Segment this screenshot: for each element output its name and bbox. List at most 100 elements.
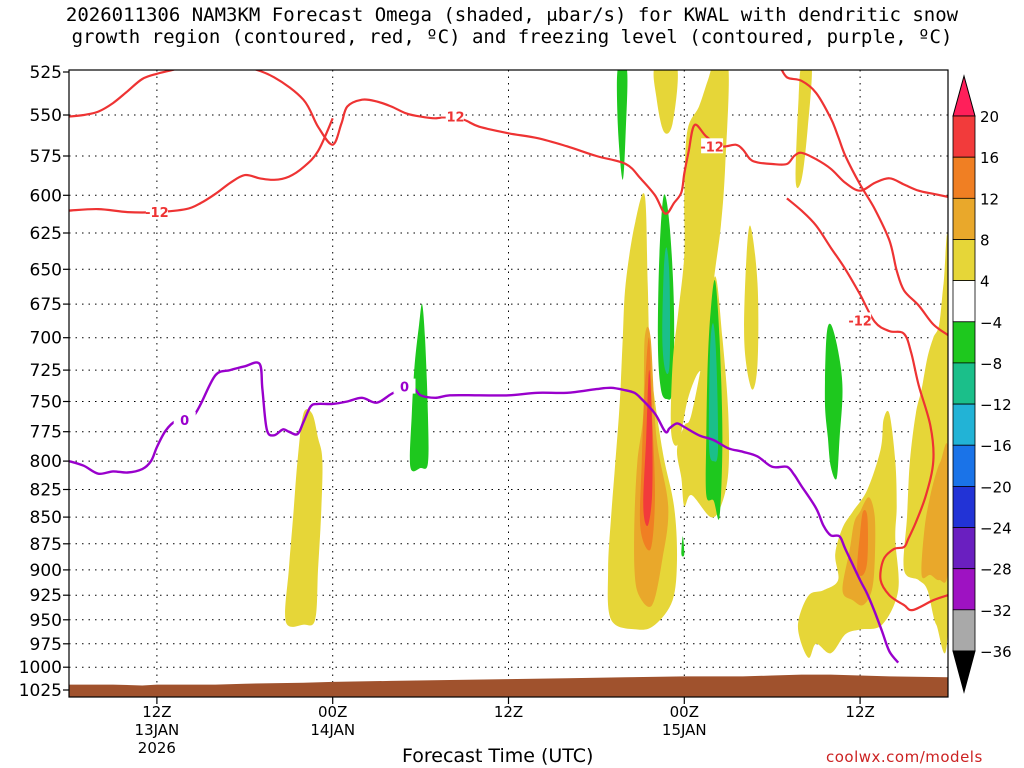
credit-text: coolwx.com/models <box>826 748 983 766</box>
colorbar-band-0 <box>952 115 976 158</box>
omega-region-13 <box>708 323 719 462</box>
colorbar-label-12: −32 <box>980 602 1012 620</box>
y-tick-label-1025: 1025 <box>19 681 62 701</box>
colorbar-band-10 <box>952 527 976 570</box>
dendritic-label-1-bg <box>441 108 464 124</box>
y-tick-label-825: 825 <box>30 481 62 501</box>
omega-region-18 <box>797 410 899 658</box>
colorbar-label-8: −16 <box>980 437 1012 455</box>
y-tick-label-600: 600 <box>30 186 62 206</box>
y-tick-label-950: 950 <box>30 611 62 631</box>
colorbar-label-13: −36 <box>980 643 1012 661</box>
colorbar-label-7: −12 <box>980 396 1012 414</box>
y-tick-label-650: 650 <box>30 260 62 280</box>
y-tick-label-775: 775 <box>30 423 62 443</box>
colorbar-label-2: 12 <box>980 190 999 208</box>
colorbar: 20 16 12 8 4 −4 −8 −12 −16 −20 −24 −28 −32 −36 <box>952 74 1012 694</box>
omega-region-8 <box>616 70 628 180</box>
omega-region-14 <box>681 536 685 557</box>
y-tick-label-575: 575 <box>30 147 62 167</box>
colorbar-label-4: 4 <box>980 273 990 291</box>
y-tick-label-750: 750 <box>30 393 62 413</box>
dendritic-lower-right-line <box>786 197 948 612</box>
colorbar-band-1 <box>952 156 976 199</box>
omega-region-1 <box>409 303 429 472</box>
omega-region-15 <box>744 225 759 390</box>
colorbar-top-arrow <box>952 74 976 117</box>
x-tick-label: 00Z <box>318 703 347 721</box>
dendritic-label-3-bg <box>701 138 724 154</box>
y-tick-label-900: 900 <box>30 561 62 581</box>
colorbar-label-5: −4 <box>980 314 1002 332</box>
colorbar-bottom-arrow <box>952 650 976 694</box>
y-tick-label-800: 800 <box>30 452 62 472</box>
freezing-label-1-bg <box>173 411 196 427</box>
omega-region-17 <box>824 323 843 480</box>
dendritic-upper-line <box>69 70 948 215</box>
title-line-1: 2026011306 NAM3KM Forecast Omega (shaded… <box>65 4 959 26</box>
omega-region-16 <box>795 70 812 188</box>
y-tick-label-925: 925 <box>30 586 62 606</box>
dendritic-label-4: -12 <box>848 314 872 329</box>
dendritic-lower-line <box>69 117 334 214</box>
dendritic-label-2-bg <box>145 204 168 220</box>
y-tick-label-550: 550 <box>30 106 62 126</box>
colorbar-band-8 <box>952 444 976 487</box>
omega-region-7 <box>662 247 671 375</box>
colorbar-label-3: 8 <box>980 232 990 250</box>
freezing-level-line <box>69 361 900 664</box>
y-tick-label-725: 725 <box>30 361 62 381</box>
y-axis: 525 550 575 600 625 650 675 700 725 750 775 800 825 8… <box>19 63 69 701</box>
colorbar-band-7 <box>952 403 976 446</box>
colorbar-label-11: −28 <box>980 561 1012 579</box>
omega-shading <box>285 70 948 658</box>
colorbar-band-9 <box>952 485 976 528</box>
dendritic-label-4-bg <box>849 312 872 328</box>
colorbar-label-9: −20 <box>980 478 1012 496</box>
terrain <box>69 674 948 697</box>
freezing-label-2-bg <box>393 378 416 394</box>
colorbar-band-12 <box>952 609 976 652</box>
x-tick-date: 15JAN <box>662 721 707 739</box>
colorbar-band-2 <box>952 197 976 240</box>
colorbar-band-3 <box>952 239 976 282</box>
x-tick-label: 12Z <box>142 703 171 721</box>
colorbar-label-10: −24 <box>980 520 1012 538</box>
contours: -12 -12 -12 -12 0 0 <box>69 70 948 664</box>
omega-region-0 <box>285 409 323 627</box>
omega-region-22 <box>921 443 948 583</box>
x-axis-label: Forecast Time (UTC) <box>402 745 594 767</box>
freezing-label-2: 0 <box>400 381 409 396</box>
y-tick-label-625: 625 <box>30 224 62 244</box>
x-tick-label: 12Z <box>494 703 523 721</box>
colorbar-band-6 <box>952 362 976 405</box>
colorbar-band-11 <box>952 568 976 611</box>
dendritic-label-3: -12 <box>700 140 724 155</box>
omega-region-9 <box>653 70 678 134</box>
y-tick-label-1000: 1000 <box>19 658 62 678</box>
x-tick-date: 14JAN <box>310 721 355 739</box>
freezing-label-1: 0 <box>180 414 189 429</box>
colorbar-band-4 <box>952 280 976 323</box>
y-tick-label-700: 700 <box>30 329 62 349</box>
y-tick-label-875: 875 <box>30 535 62 555</box>
dendritic-right-line <box>780 70 948 337</box>
omega-region-20 <box>857 510 868 576</box>
y-tick-label-525: 525 <box>30 63 62 83</box>
colorbar-band-5 <box>952 321 976 364</box>
y-tick-label-850: 850 <box>30 508 62 528</box>
dendritic-label-1: -12 <box>441 111 465 126</box>
dendritic-label-2: -12 <box>145 206 169 221</box>
title-line-2: growth region (contoured, red, ºC) and f… <box>71 26 953 48</box>
x-tick-year: 2026 <box>138 739 176 757</box>
colorbar-label-6: −8 <box>980 355 1002 373</box>
y-tick-label-975: 975 <box>30 635 62 655</box>
x-tick-label: 00Z <box>670 703 699 721</box>
x-tick-date: 13JAN <box>135 721 180 739</box>
y-tick-label-675: 675 <box>30 295 62 315</box>
terrain-area <box>69 674 948 697</box>
x-tick-label: 12Z <box>845 703 874 721</box>
colorbar-label-1: 16 <box>980 149 999 167</box>
